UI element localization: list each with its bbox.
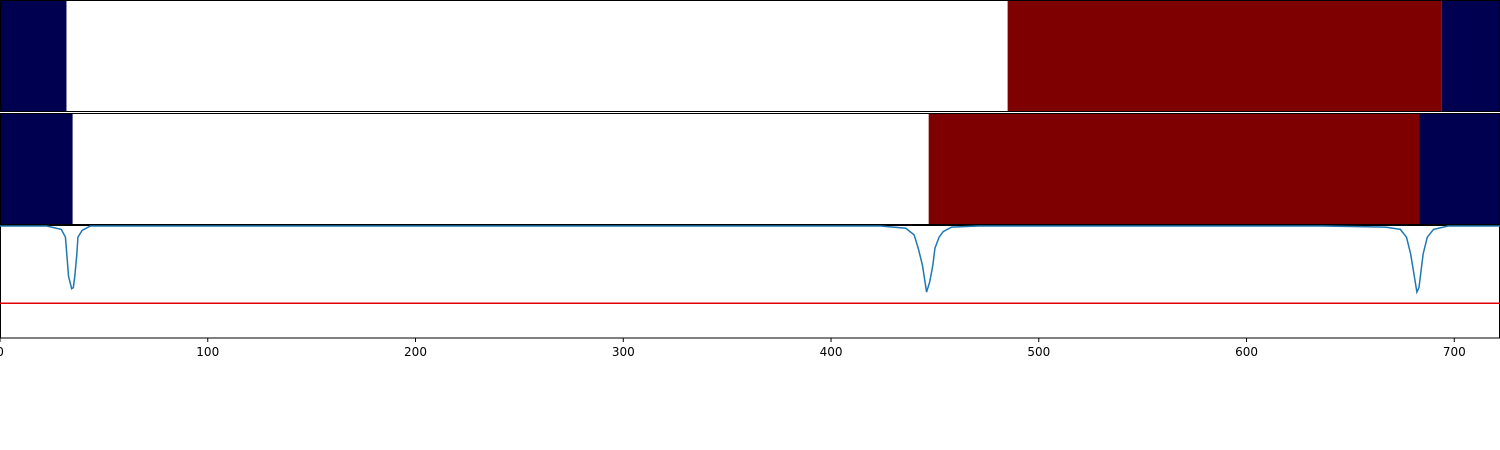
- segment-2-3: [928, 113, 1419, 225]
- x-tick-label-600: 600: [1235, 345, 1258, 359]
- x-tick-label-400: 400: [820, 345, 843, 359]
- x-tick-label-700: 700: [1443, 345, 1466, 359]
- segment-2-1: [0, 113, 73, 225]
- segment-1-4: [1441, 0, 1500, 112]
- panel-row-2: [0, 113, 1500, 225]
- segment-2-4: [1418, 113, 1500, 225]
- line-panel-frame: [0, 225, 1500, 339]
- x-tick-label-500: 500: [1027, 345, 1050, 359]
- x-axis: 0 100 200 300 400 500 600 700: [0, 338, 1466, 359]
- x-tick-label-300: 300: [612, 345, 635, 359]
- segment-2-2: [72, 113, 929, 225]
- line-panel: [0, 225, 1500, 339]
- similarity-line: [0, 225, 1500, 295]
- x-tick-label-0: 0: [0, 345, 4, 359]
- segment-1-1: [0, 0, 67, 112]
- segment-panels: [0, 0, 1500, 225]
- segment-1-3: [1007, 0, 1442, 112]
- x-tick-label-200: 200: [404, 345, 427, 359]
- x-tick-label-100: 100: [196, 345, 219, 359]
- segment-1-2: [66, 0, 1008, 112]
- panel-row-1: [0, 0, 1500, 112]
